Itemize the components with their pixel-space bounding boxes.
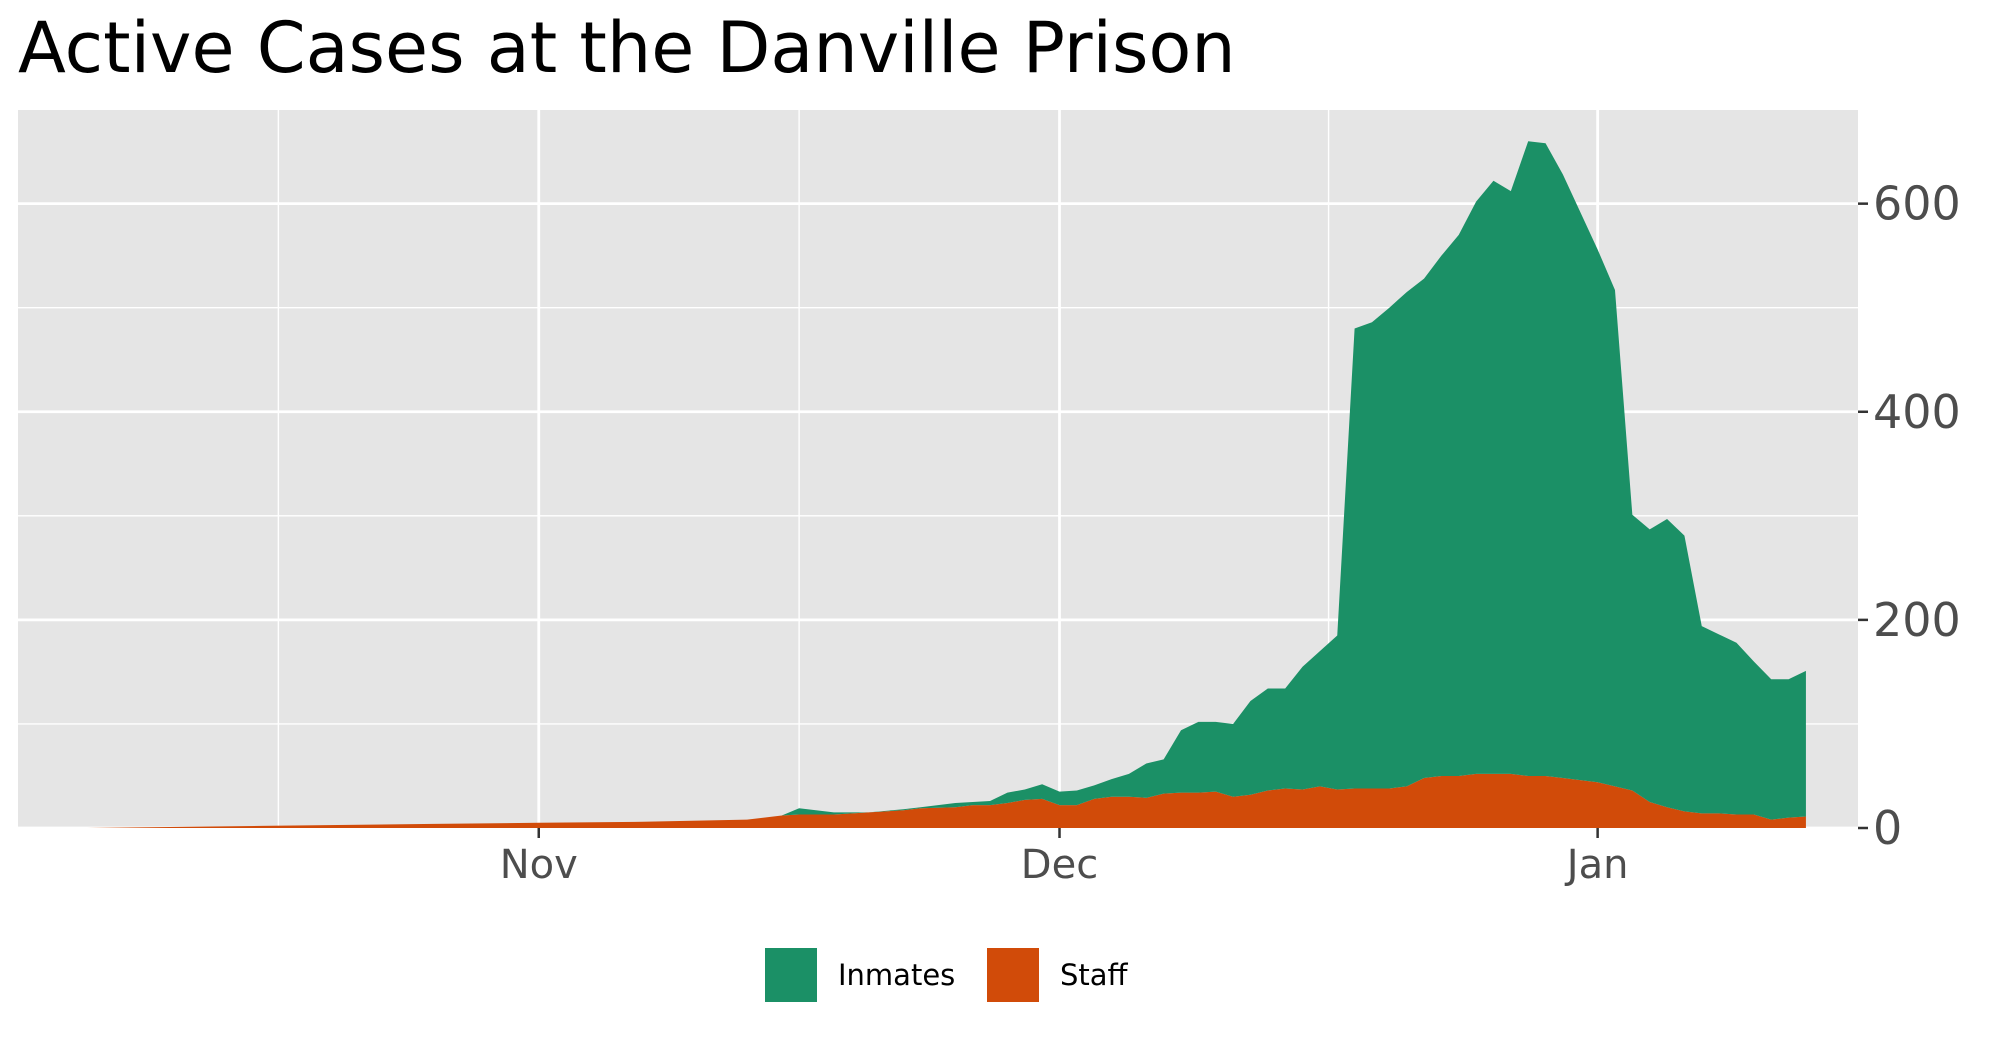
y-tick-label: 0	[1873, 801, 1902, 855]
x-tick-label: Nov	[500, 842, 578, 888]
x-axis: Nov Dec Jan	[500, 828, 1629, 888]
area-staff	[87, 773, 1806, 828]
area-inmates	[87, 141, 1806, 829]
legend-label: Inmates	[838, 958, 955, 992]
y-tick-label: 200	[1873, 593, 1961, 647]
x-tick-label: Dec	[1021, 842, 1098, 888]
y-axis: 0 200 400 600	[1858, 177, 1961, 855]
legend-key-staff	[985, 946, 1041, 1004]
area-series	[87, 141, 1806, 829]
y-tick-label: 400	[1873, 385, 1961, 439]
legend-key-inmates	[763, 946, 819, 1004]
x-tick-label: Jan	[1564, 842, 1629, 888]
legend: Inmates Staff	[763, 946, 1129, 1004]
chart-title: Active Cases at the Danville Prison	[18, 7, 1236, 89]
legend-label: Staff	[1060, 958, 1129, 992]
y-tick-label: 600	[1873, 177, 1961, 231]
